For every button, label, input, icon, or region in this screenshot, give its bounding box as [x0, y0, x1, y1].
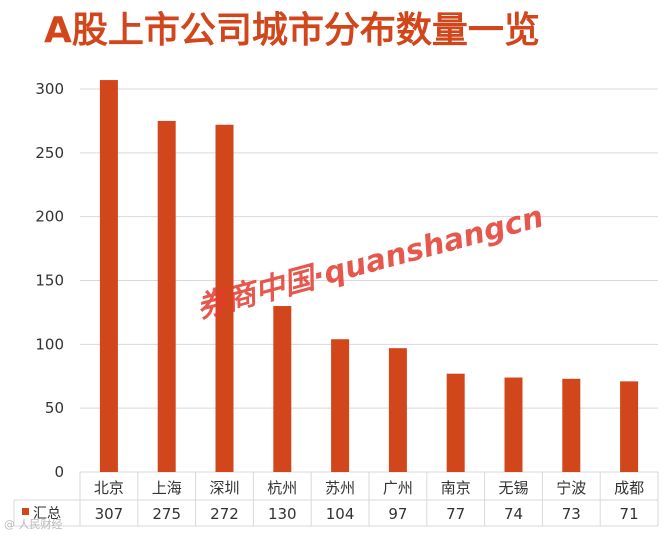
value-label: 77: [446, 505, 465, 523]
bar: [99, 80, 118, 473]
watermark: 券商中国·quanshangcn: [193, 199, 547, 325]
y-tick-label: 250: [35, 144, 64, 162]
category-label: 南京: [441, 479, 471, 497]
category-label: 北京: [94, 479, 124, 497]
bar: [562, 378, 581, 472]
bar: [446, 373, 465, 472]
credit-text: @ 人民财经: [4, 517, 63, 531]
bar: [331, 339, 350, 472]
value-label: 275: [152, 505, 181, 523]
bar: [215, 124, 234, 472]
y-tick-label: 200: [35, 208, 64, 226]
legend-swatch: [22, 508, 29, 515]
bar: [504, 377, 523, 472]
y-tick-label: 300: [35, 80, 64, 98]
value-label: 73: [562, 505, 581, 523]
y-tick-label: 100: [35, 335, 64, 353]
category-label: 成都: [614, 479, 644, 497]
category-label: 苏州: [325, 479, 355, 497]
bar: [157, 120, 176, 473]
legend-label: 汇总: [33, 506, 61, 522]
y-tick-label: 50: [45, 399, 64, 417]
category-label: 无锡: [498, 479, 528, 497]
chart-title: A股上市公司城市分布数量一览: [44, 10, 540, 51]
bars: [99, 80, 639, 473]
bar: [273, 306, 292, 472]
data-table: 北京 307 上海 275 深圳 272 杭州 130 苏州 104 广州 97 南京 77 无锡 74 宁波 7…: [13, 472, 659, 527]
y-tick-label: 0: [54, 463, 64, 481]
value-label: 97: [388, 505, 407, 523]
category-label: 上海: [152, 479, 182, 497]
gridlines: [80, 88, 658, 473]
bar: [620, 381, 639, 472]
value-label: 272: [210, 505, 239, 523]
y-tick-label: 150: [35, 272, 64, 290]
category-label: 杭州: [267, 479, 297, 497]
category-label: 深圳: [209, 479, 239, 497]
category-label: 广州: [383, 479, 413, 497]
value-label: 104: [326, 505, 355, 523]
value-label: 71: [620, 505, 639, 523]
y-axis-ticks: 0 50 100 150 200 250 300: [35, 80, 64, 481]
value-label: 307: [95, 505, 124, 523]
category-label: 宁波: [556, 479, 586, 497]
bar: [388, 348, 407, 472]
value-label: 130: [268, 505, 297, 523]
value-label: 74: [504, 505, 523, 523]
